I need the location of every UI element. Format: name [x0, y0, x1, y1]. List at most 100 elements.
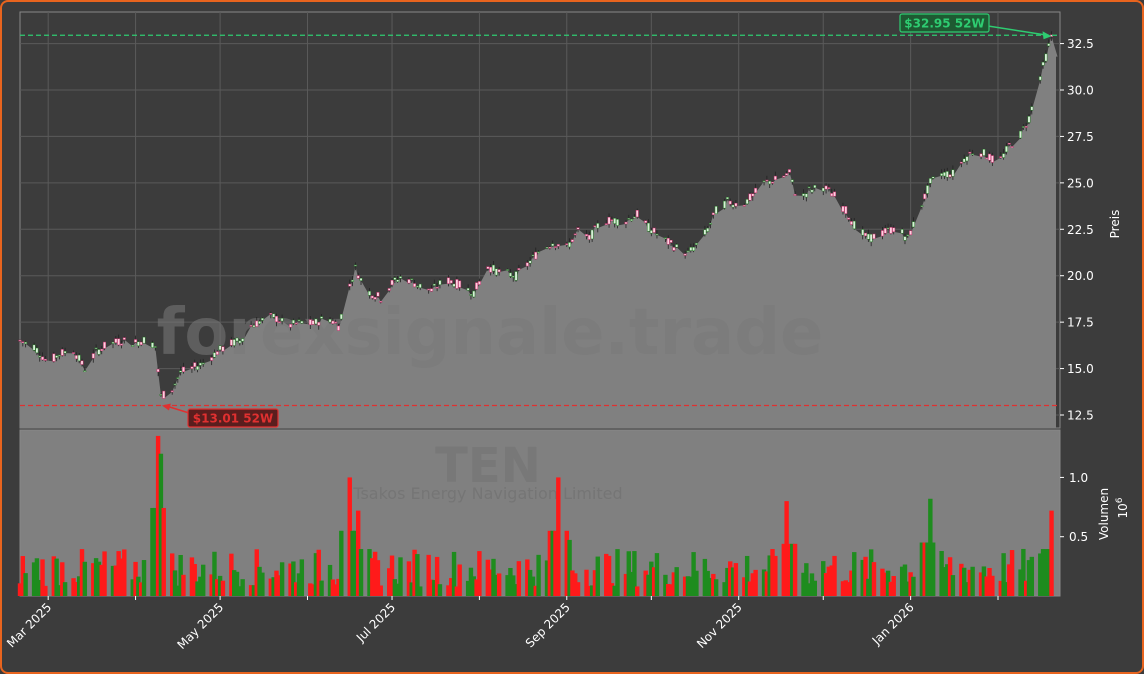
candle-body: [731, 204, 735, 208]
volume-bar: [784, 501, 789, 596]
volume-bar: [823, 573, 829, 596]
candle-body: [931, 176, 935, 179]
volume-bar: [119, 558, 124, 596]
volume-bar: [505, 575, 510, 596]
volume-bar: [567, 539, 572, 596]
candle-body: [568, 242, 572, 248]
candle-body: [170, 390, 174, 393]
volume-bar: [981, 566, 987, 596]
candle-body: [528, 260, 532, 264]
candle-body: [58, 354, 61, 357]
candle-body: [596, 223, 600, 229]
price-y-tick-label: 27.5: [1067, 130, 1094, 144]
candle-body: [190, 366, 194, 369]
candle-body: [260, 317, 264, 321]
candle-body: [827, 187, 831, 189]
volume-bar: [387, 568, 392, 596]
volume-bar: [1007, 564, 1012, 596]
candle-body: [142, 336, 146, 344]
volume-bar: [533, 585, 538, 596]
volume-bar: [536, 554, 541, 596]
candle-body: [683, 253, 687, 256]
volume-bar: [595, 556, 600, 596]
candle-body: [218, 345, 222, 351]
candle-body: [353, 264, 357, 267]
volume-bar: [392, 579, 398, 596]
candle-body: [652, 227, 656, 233]
candle-body: [607, 217, 611, 225]
candle-body: [663, 237, 667, 239]
candle-body: [911, 221, 915, 228]
volume-bar: [161, 507, 166, 596]
volume-bar: [471, 576, 476, 596]
volume-bar: [961, 567, 967, 596]
high-annotation-arrowhead: [1042, 31, 1052, 40]
x-tick-label: Mar 2025: [4, 600, 54, 650]
candle-body: [813, 185, 817, 189]
volume-bar: [1009, 550, 1015, 596]
volume-bar: [880, 568, 885, 596]
volume-bar: [198, 576, 203, 596]
candle-body: [294, 322, 298, 325]
volume-bar: [1026, 560, 1032, 596]
low-annotation-box: [187, 408, 279, 428]
candle-body: [807, 186, 811, 189]
candle-body: [435, 286, 439, 289]
volume-bar: [93, 558, 99, 596]
candle-body: [537, 251, 541, 254]
volume-bar: [316, 549, 321, 596]
volume-bar: [274, 570, 279, 596]
volume-bar: [485, 559, 491, 596]
candle-body: [686, 250, 690, 253]
volume-bar: [635, 586, 640, 596]
candle-body: [959, 161, 963, 164]
candle-body: [900, 229, 904, 234]
volume-bar: [821, 561, 826, 596]
candle-body: [477, 281, 481, 285]
volume-bar: [449, 578, 454, 596]
candle-body: [80, 360, 84, 365]
candle-body: [892, 227, 896, 233]
candle-body: [1024, 126, 1028, 128]
volume-bar: [74, 582, 79, 596]
candle-body: [311, 320, 315, 325]
volume-bar: [110, 565, 116, 596]
candle-body: [604, 223, 608, 225]
volume-bar: [919, 542, 925, 596]
candle-body: [131, 345, 135, 347]
volume-bar: [23, 573, 28, 596]
candle-body: [748, 193, 752, 201]
candle-body: [886, 227, 890, 230]
candle-body: [60, 349, 64, 356]
candle-body: [492, 264, 495, 272]
volume-bar: [649, 561, 654, 596]
volume-bar: [544, 560, 550, 596]
volume-bar: [615, 549, 620, 596]
volume-bar: [742, 577, 747, 596]
volume-bar: [353, 530, 358, 596]
candle-body: [627, 218, 631, 220]
candle-body: [21, 341, 25, 344]
volume-bar: [415, 554, 420, 596]
volume-bar: [863, 556, 868, 596]
high-annotation-box: [899, 13, 990, 33]
candle-body: [869, 233, 873, 243]
candle-body: [971, 153, 975, 156]
candle-body: [649, 230, 653, 234]
candle-body: [370, 295, 374, 299]
volume-bar: [646, 574, 651, 596]
candle-body: [847, 217, 851, 220]
volume-bar: [770, 549, 775, 596]
high-annotation-arrow: [987, 25, 1048, 36]
candle-body: [100, 348, 104, 352]
volume-bar: [336, 578, 341, 596]
x-tick-label: Nov 2025: [694, 600, 745, 651]
volume-bar: [350, 530, 355, 596]
candle-body: [1010, 146, 1014, 148]
candle-body: [201, 362, 205, 365]
volume-bar: [1040, 549, 1046, 596]
candle-body: [38, 355, 42, 358]
volume-bar: [942, 567, 947, 596]
volume-bar: [987, 568, 992, 596]
volume-bar: [409, 582, 414, 596]
